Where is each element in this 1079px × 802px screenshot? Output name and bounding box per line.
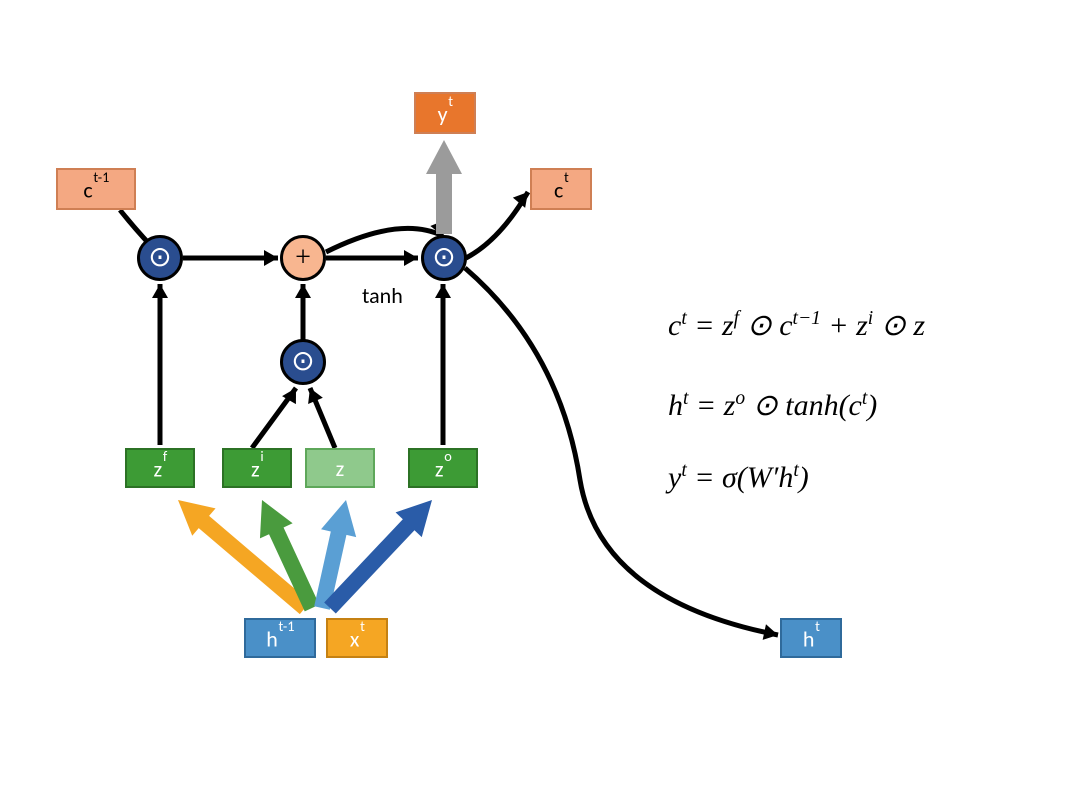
arrow-output <box>426 140 462 234</box>
arrow-big-1 <box>260 500 319 611</box>
arrow-big-0 <box>178 500 310 614</box>
box-zo: zo <box>408 448 478 488</box>
box-y_t: yt <box>414 92 476 134</box>
box-zf: zf <box>125 448 195 488</box>
equation-eq1: ct = zf ⊙ ct−1 + zi ⊙ z <box>668 308 925 343</box>
op-mul2: ⊙ <box>280 339 326 385</box>
box-c_prev: ct-1 <box>56 168 136 210</box>
box-h_prev: ht-1 <box>244 618 316 658</box>
arrow-thin-4 <box>252 388 296 448</box>
op-mul3: ⊙ <box>421 235 467 281</box>
equation-eq2: ht = zo ⊙ tanh(ct) <box>668 388 877 423</box>
label-tanh: tanh <box>362 282 403 309</box>
box-zi: zi <box>222 448 292 488</box>
arrow-layer <box>0 0 1079 802</box>
arrow-big-2 <box>314 500 356 610</box>
box-h_t: ht <box>780 618 842 658</box>
op-add: + <box>280 235 326 281</box>
box-x_t: xt <box>326 618 388 658</box>
op-mul1: ⊙ <box>137 235 183 281</box>
equation-eq3: yt = σ(W′ht) <box>668 460 809 495</box>
arrow-big-3 <box>324 500 432 613</box>
arrow-thin-9 <box>466 192 528 258</box>
box-z: z <box>305 448 375 488</box>
arrow-thin-5 <box>310 388 335 448</box>
box-c_t: ct <box>530 168 592 210</box>
